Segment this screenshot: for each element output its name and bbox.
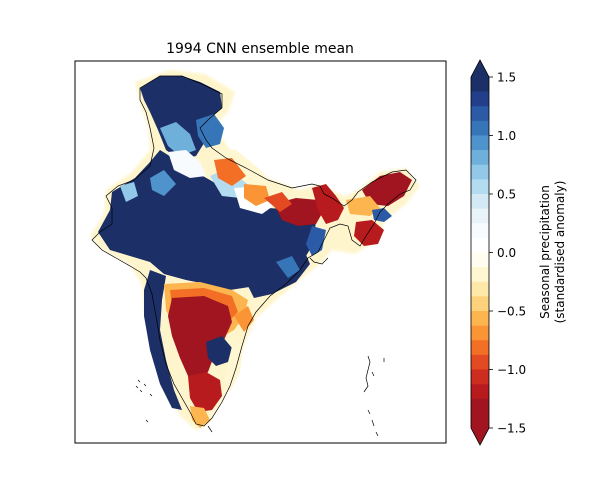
colorbar-level-21 xyxy=(471,384,489,400)
coastline-mainland xyxy=(91,75,417,427)
region-patch-blue3 xyxy=(276,256,300,278)
colorbar-level-3 xyxy=(471,120,489,136)
region-patch-blue2 xyxy=(120,182,138,202)
colorbar-level-2 xyxy=(471,106,489,122)
colorbar-tick-label-0: 1.5 xyxy=(497,71,516,85)
colorbar-levels xyxy=(471,77,489,429)
colorbar-level-14 xyxy=(471,281,489,297)
region-bengal-blue xyxy=(306,226,326,256)
nicobar-islands xyxy=(367,409,379,437)
region-bengal-red xyxy=(312,184,344,224)
region-westcoast-blue xyxy=(144,270,182,410)
colorbar-level-20 xyxy=(471,369,489,385)
coastline-srilanka xyxy=(207,425,213,433)
islands-layer xyxy=(135,355,385,437)
colorbar-tick-label-1: 1.0 xyxy=(497,129,516,143)
colorbar-tick-label-6: −1.5 xyxy=(497,422,526,436)
map-title: 1994 CNN ensemble mean xyxy=(166,41,354,57)
colorbar-label-line2: (standardised anomaly) xyxy=(553,181,567,324)
colorbar-level-11 xyxy=(471,237,489,253)
colorbar-extend-under xyxy=(471,428,489,445)
colorbar-extend-over xyxy=(471,60,489,77)
colorbar-tick-label-4: −0.5 xyxy=(497,305,526,319)
colorbar-level-13 xyxy=(471,267,489,283)
colorbar-level-17 xyxy=(471,325,489,341)
region-deccan-red xyxy=(168,296,232,382)
colorbar-tick-label-3: 0.0 xyxy=(497,246,516,260)
region-south-blue xyxy=(206,336,232,366)
colorbar-level-19 xyxy=(471,354,489,370)
colorbar-level-6 xyxy=(471,164,489,180)
colorbar-level-12 xyxy=(471,252,489,268)
colorbar-level-5 xyxy=(471,150,489,166)
colorbar-level-8 xyxy=(471,194,489,209)
colorbar-level-1 xyxy=(471,91,489,107)
colorbar-level-4 xyxy=(471,135,489,151)
region-north-midblue xyxy=(196,114,224,148)
colorbar-level-16 xyxy=(471,311,489,326)
region-ne-orange xyxy=(346,196,380,216)
anomaly-field xyxy=(90,70,420,437)
region-patch-orange xyxy=(234,306,254,332)
colorbar-level-0 xyxy=(471,77,489,92)
colorbar-tick-label-5: −1.0 xyxy=(497,363,526,377)
colorbar-level-15 xyxy=(471,296,489,312)
map-axes xyxy=(74,60,447,444)
region-north-white xyxy=(168,150,206,178)
region-south-red xyxy=(188,372,222,412)
colorbar-level-7 xyxy=(471,179,489,195)
region-ne-south-red xyxy=(354,220,384,246)
coastline-sundarbans xyxy=(309,257,329,265)
colorbar-tick-label-2: 0.5 xyxy=(497,188,516,202)
region-up-orange2 xyxy=(244,184,270,206)
colorbar-label-line1: Seasonal precipitation xyxy=(538,185,552,319)
region-north-light xyxy=(160,122,196,156)
andaman-islands xyxy=(363,355,385,393)
colorbar: 1.5 1.0 0.5 0.0 −0.5 −1.0 −1.5 Seasonal precip… xyxy=(470,59,567,446)
colorbar-level-22 xyxy=(471,398,489,429)
region-bihar-orange xyxy=(264,192,292,212)
lakshadweep-islands xyxy=(135,379,153,423)
colorbar-ticks: 1.5 1.0 0.5 0.0 −0.5 −1.0 −1.5 xyxy=(489,71,526,436)
region-patch-blue1 xyxy=(150,170,176,196)
map-frame xyxy=(74,60,447,444)
coastline-layer xyxy=(91,75,417,433)
colorbar-level-9 xyxy=(471,208,489,224)
colorbar-level-18 xyxy=(471,340,489,356)
colorbar-level-10 xyxy=(471,223,489,239)
region-eastcoast-white xyxy=(224,340,244,392)
region-up-orange xyxy=(214,158,246,186)
